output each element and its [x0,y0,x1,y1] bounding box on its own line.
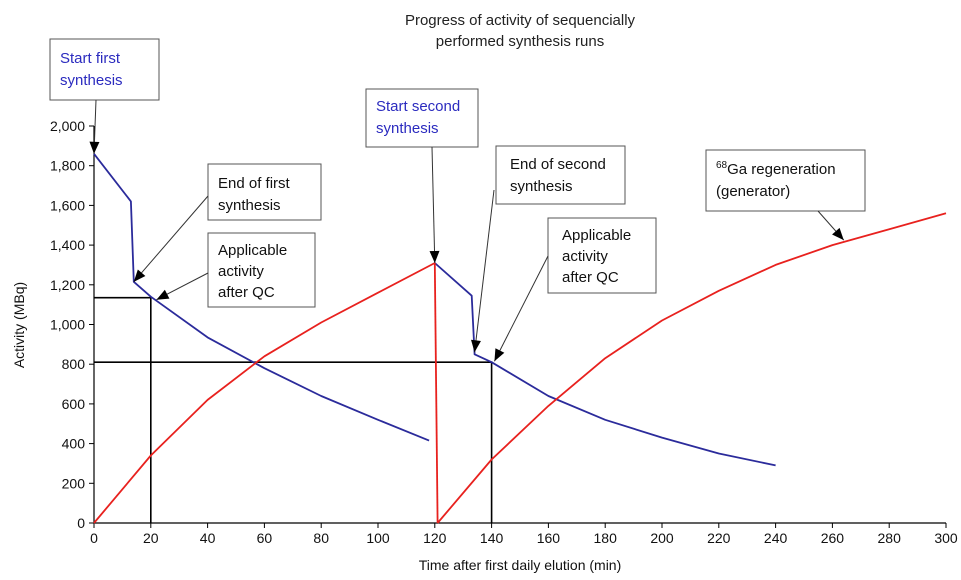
chart-title-line-1: Progress of activity of sequencially [405,12,636,29]
annotation-end-first: End of first synthesis [207,163,322,221]
y-ticks: 0 200 400 600 800 1,000 1,200 1,400 1,600 1,800 2,… [50,118,94,531]
x-tick-label: 20 [143,530,159,546]
y-tick-label: 600 [62,396,86,412]
annotation-applicable-first-line-1: Applicable [218,242,287,259]
annotation-start-second: Start second synthesis [365,88,479,148]
x-tick-label: 260 [821,530,845,546]
annotation-start-first-line-1: Start first [60,50,121,67]
annotation-arrows [89,99,845,362]
x-tick-label: 60 [257,530,273,546]
x-tick-label: 80 [313,530,329,546]
synthesis-activity-line [434,262,776,467]
y-tick-label: 2,000 [50,118,85,134]
x-tick-label: 300 [934,530,958,546]
annotation-applicable-first-line-2: activity [218,263,264,280]
annotation-arrow-head [429,250,440,263]
annotation-arrow-line [474,189,495,353]
annotation-applicable-second-line-2: activity [562,248,608,265]
annotation-ga-regeneration-line-2: (generator) [716,183,790,200]
annotation-end-second-line-1: End of second [510,156,606,173]
annotation-arrow-line [493,255,549,362]
ga-regeneration-line [93,262,436,524]
y-tick-label: 200 [62,475,86,491]
annotation-start-first: Start first synthesis [49,38,160,101]
annotation-arrow-head [156,289,170,300]
y-tick-label: 1,000 [50,317,85,333]
annotation-start-first-line-2: synthesis [60,72,123,89]
annotation-ga-regeneration-line-1: 68Ga regeneration [716,160,836,178]
chart-title-line-2: performed synthesis runs [436,33,604,50]
annotation-end-second-line-2: synthesis [510,178,573,195]
annotation-start-second-line-1: Start second [376,98,460,115]
y-tick-label: 0 [77,515,85,531]
ga-regeneration-line [433,262,439,524]
x-tick-label: 240 [764,530,788,546]
y-tick-label: 1,200 [50,277,85,293]
x-tick-label: 200 [650,530,674,546]
x-tick-label: 120 [423,530,447,546]
annotation-arrow-head [832,227,844,241]
x-tick-label: 0 [90,530,98,546]
annotation-arrow-head [494,348,505,362]
x-tick-label: 100 [366,530,390,546]
y-tick-label: 400 [62,436,86,452]
annotation-ga-regeneration-text: Ga regeneration [727,161,835,178]
reference-lines [94,296,493,523]
y-axis-label: Activity (MBq) [11,282,27,368]
annotation-ga-regeneration-superscript: 68 [716,160,728,171]
annotation-applicable-first-line-3: after QC [218,284,275,301]
x-tick-label: 280 [878,530,902,546]
x-tick-label: 220 [707,530,731,546]
y-tick-label: 1,400 [50,237,85,253]
x-tick-label: 40 [200,530,216,546]
series-lines [93,153,947,524]
x-tick-label: 160 [537,530,561,546]
annotation-applicable-second-line-1: Applicable [562,227,631,244]
annotation-start-second-line-2: synthesis [376,120,439,137]
annotation-applicable-second: Applicable activity after QC [547,217,657,294]
ga-regeneration-line [436,212,947,524]
y-tick-label: 1,600 [50,197,85,213]
annotation-arrow-line [133,195,209,283]
annotation-applicable-second-line-3: after QC [562,269,619,286]
annotation-applicable-first: Applicable activity after QC [207,232,316,308]
y-tick-label: 800 [62,356,86,372]
annotation-end-second: End of second synthesis [495,145,626,205]
annotation-ga-regeneration: 68Ga regeneration (generator) [705,149,866,212]
x-tick-label: 180 [594,530,618,546]
annotation-arrow-head [89,141,100,154]
annotation-arrow-line [431,146,436,263]
x-ticks: 0 20 40 60 80 100 120 140 160 180 200 220 240 260 280 3… [90,523,958,546]
applicable-activity-line [94,361,493,523]
annotation-end-first-line-1: End of first [218,175,291,192]
annotation-arrow-head [471,339,481,353]
x-axis-label: Time after first daily elution (min) [419,557,622,573]
synthesis-activity-line [93,153,430,442]
annotation-end-first-line-2: synthesis [218,197,281,214]
annotation-arrow-head [133,269,146,282]
y-tick-label: 1,800 [50,158,85,174]
x-tick-label: 140 [480,530,504,546]
